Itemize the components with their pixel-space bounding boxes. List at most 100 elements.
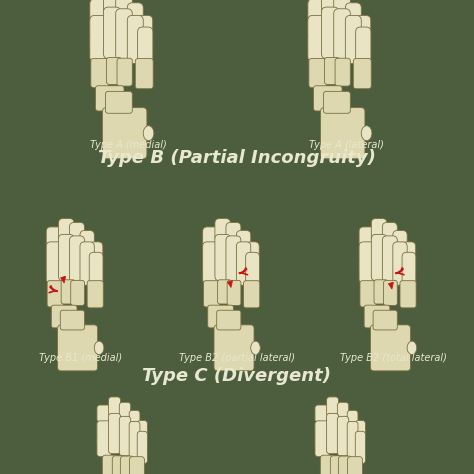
FancyBboxPatch shape	[347, 421, 358, 459]
FancyBboxPatch shape	[129, 421, 140, 459]
FancyBboxPatch shape	[97, 434, 111, 446]
FancyBboxPatch shape	[334, 0, 350, 19]
FancyBboxPatch shape	[129, 456, 145, 474]
FancyBboxPatch shape	[315, 421, 329, 456]
FancyBboxPatch shape	[58, 254, 74, 269]
FancyBboxPatch shape	[402, 242, 416, 260]
FancyBboxPatch shape	[334, 9, 350, 60]
FancyBboxPatch shape	[60, 310, 84, 330]
FancyBboxPatch shape	[119, 416, 131, 456]
FancyBboxPatch shape	[109, 430, 120, 442]
FancyBboxPatch shape	[337, 433, 349, 445]
FancyBboxPatch shape	[321, 0, 339, 15]
FancyBboxPatch shape	[338, 456, 352, 474]
FancyBboxPatch shape	[321, 7, 339, 59]
FancyBboxPatch shape	[215, 254, 230, 269]
FancyBboxPatch shape	[356, 41, 371, 56]
FancyBboxPatch shape	[374, 280, 388, 304]
FancyBboxPatch shape	[128, 34, 143, 50]
FancyBboxPatch shape	[309, 59, 327, 88]
FancyBboxPatch shape	[308, 0, 328, 22]
FancyBboxPatch shape	[356, 31, 371, 47]
FancyBboxPatch shape	[246, 252, 259, 290]
FancyBboxPatch shape	[346, 34, 361, 50]
Polygon shape	[228, 281, 233, 288]
FancyBboxPatch shape	[90, 265, 103, 278]
FancyBboxPatch shape	[335, 58, 350, 86]
Text: Type B2 (total lateral): Type B2 (total lateral)	[340, 353, 447, 363]
FancyBboxPatch shape	[393, 242, 407, 285]
FancyBboxPatch shape	[90, 0, 109, 22]
FancyBboxPatch shape	[102, 455, 118, 474]
FancyBboxPatch shape	[80, 259, 94, 273]
FancyBboxPatch shape	[90, 255, 103, 271]
FancyBboxPatch shape	[383, 243, 397, 260]
FancyBboxPatch shape	[356, 442, 365, 452]
FancyBboxPatch shape	[393, 259, 407, 273]
FancyBboxPatch shape	[102, 108, 147, 159]
FancyBboxPatch shape	[353, 59, 371, 89]
FancyBboxPatch shape	[347, 427, 358, 439]
FancyBboxPatch shape	[308, 15, 328, 62]
FancyBboxPatch shape	[237, 242, 251, 285]
FancyBboxPatch shape	[119, 433, 131, 445]
FancyBboxPatch shape	[129, 437, 140, 447]
FancyBboxPatch shape	[359, 259, 377, 273]
FancyBboxPatch shape	[237, 259, 251, 273]
FancyBboxPatch shape	[356, 27, 371, 69]
FancyBboxPatch shape	[226, 236, 241, 282]
FancyBboxPatch shape	[90, 15, 109, 62]
Text: Type B2 (partial lateral): Type B2 (partial lateral)	[179, 353, 295, 363]
FancyBboxPatch shape	[80, 247, 94, 264]
FancyBboxPatch shape	[359, 242, 377, 283]
Text: Type C (Divergent): Type C (Divergent)	[143, 367, 331, 385]
FancyBboxPatch shape	[226, 243, 241, 260]
FancyBboxPatch shape	[370, 325, 410, 371]
Text: Type B1 (medial): Type B1 (medial)	[39, 353, 122, 363]
FancyBboxPatch shape	[103, 0, 121, 15]
FancyBboxPatch shape	[373, 310, 397, 330]
FancyBboxPatch shape	[119, 421, 131, 435]
FancyBboxPatch shape	[116, 17, 132, 36]
FancyBboxPatch shape	[356, 433, 365, 445]
FancyBboxPatch shape	[383, 281, 397, 305]
FancyBboxPatch shape	[334, 31, 350, 47]
FancyBboxPatch shape	[237, 230, 251, 251]
FancyBboxPatch shape	[128, 22, 143, 40]
FancyBboxPatch shape	[327, 417, 338, 432]
FancyBboxPatch shape	[334, 17, 350, 36]
FancyBboxPatch shape	[324, 57, 340, 84]
Text: Type A (lateral): Type A (lateral)	[309, 140, 383, 150]
FancyBboxPatch shape	[337, 416, 349, 456]
FancyBboxPatch shape	[308, 34, 328, 51]
FancyBboxPatch shape	[91, 59, 109, 88]
FancyBboxPatch shape	[371, 219, 387, 242]
FancyBboxPatch shape	[393, 230, 407, 251]
Polygon shape	[388, 282, 393, 289]
FancyBboxPatch shape	[337, 402, 349, 421]
FancyBboxPatch shape	[337, 421, 349, 435]
FancyBboxPatch shape	[61, 280, 75, 304]
FancyBboxPatch shape	[46, 259, 64, 273]
FancyBboxPatch shape	[90, 34, 109, 51]
FancyBboxPatch shape	[137, 431, 147, 464]
FancyBboxPatch shape	[70, 256, 84, 271]
FancyBboxPatch shape	[116, 31, 132, 47]
FancyBboxPatch shape	[315, 434, 329, 446]
FancyBboxPatch shape	[330, 456, 344, 474]
FancyBboxPatch shape	[117, 58, 132, 86]
FancyBboxPatch shape	[402, 255, 416, 271]
FancyBboxPatch shape	[112, 456, 126, 474]
FancyBboxPatch shape	[203, 227, 220, 248]
FancyBboxPatch shape	[51, 305, 77, 328]
FancyBboxPatch shape	[109, 397, 120, 416]
FancyBboxPatch shape	[346, 22, 361, 40]
FancyBboxPatch shape	[402, 252, 416, 290]
FancyBboxPatch shape	[90, 242, 103, 260]
FancyBboxPatch shape	[215, 219, 230, 242]
FancyBboxPatch shape	[226, 256, 241, 271]
FancyBboxPatch shape	[109, 417, 120, 432]
FancyBboxPatch shape	[116, 0, 132, 19]
FancyBboxPatch shape	[70, 236, 84, 282]
FancyBboxPatch shape	[120, 456, 134, 474]
